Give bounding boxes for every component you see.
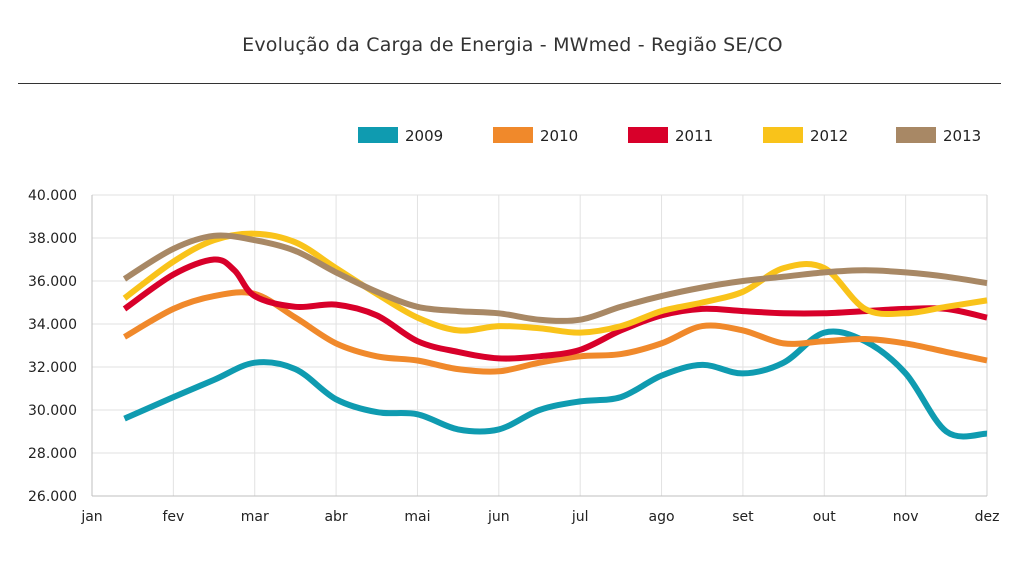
y-tick-label: 36.000 xyxy=(28,274,77,290)
y-tick-label: 32.000 xyxy=(28,360,77,376)
legend-label-2010: 2010 xyxy=(540,127,578,145)
legend-swatch-2009 xyxy=(358,127,398,143)
legend-swatch-2011 xyxy=(628,127,668,143)
x-tick-label: set xyxy=(732,509,754,525)
x-tick-label: jun xyxy=(487,509,510,525)
legend-label-2011: 2011 xyxy=(675,127,713,145)
x-tick-label: nov xyxy=(893,509,919,525)
y-tick-label: 38.000 xyxy=(28,231,77,247)
series-line-2009 xyxy=(123,328,988,440)
x-tick-label: dez xyxy=(975,509,1000,525)
legend-label-2012: 2012 xyxy=(810,127,848,145)
y-tick-label: 26.000 xyxy=(28,489,77,505)
y-tick-label: 28.000 xyxy=(28,446,77,462)
x-tick-label: mar xyxy=(241,509,269,525)
x-tick-label: mai xyxy=(404,509,430,525)
series-line-2013 xyxy=(122,232,988,324)
legend-swatch-2010 xyxy=(493,127,533,143)
y-tick-label: 30.000 xyxy=(28,403,77,419)
legend-swatch-2012 xyxy=(763,127,803,143)
title-divider xyxy=(18,83,1001,84)
legend-label-2009: 2009 xyxy=(405,127,443,145)
y-tick-label: 34.000 xyxy=(28,317,77,333)
x-tick-label: jul xyxy=(571,509,589,525)
x-tick-label: fev xyxy=(162,509,184,525)
x-tick-label: out xyxy=(813,509,836,525)
chart-title: Evolução da Carga de Energia - MWmed - R… xyxy=(242,34,783,56)
x-tick-label: ago xyxy=(649,509,675,525)
legend-swatch-2013 xyxy=(896,127,936,143)
y-tick-label: 40.000 xyxy=(28,188,77,204)
x-tick-label: abr xyxy=(324,509,347,525)
x-tick-label: jan xyxy=(80,509,102,525)
series-line-2012 xyxy=(122,230,988,336)
legend-label-2013: 2013 xyxy=(943,127,981,145)
series-line-2011 xyxy=(122,256,988,362)
